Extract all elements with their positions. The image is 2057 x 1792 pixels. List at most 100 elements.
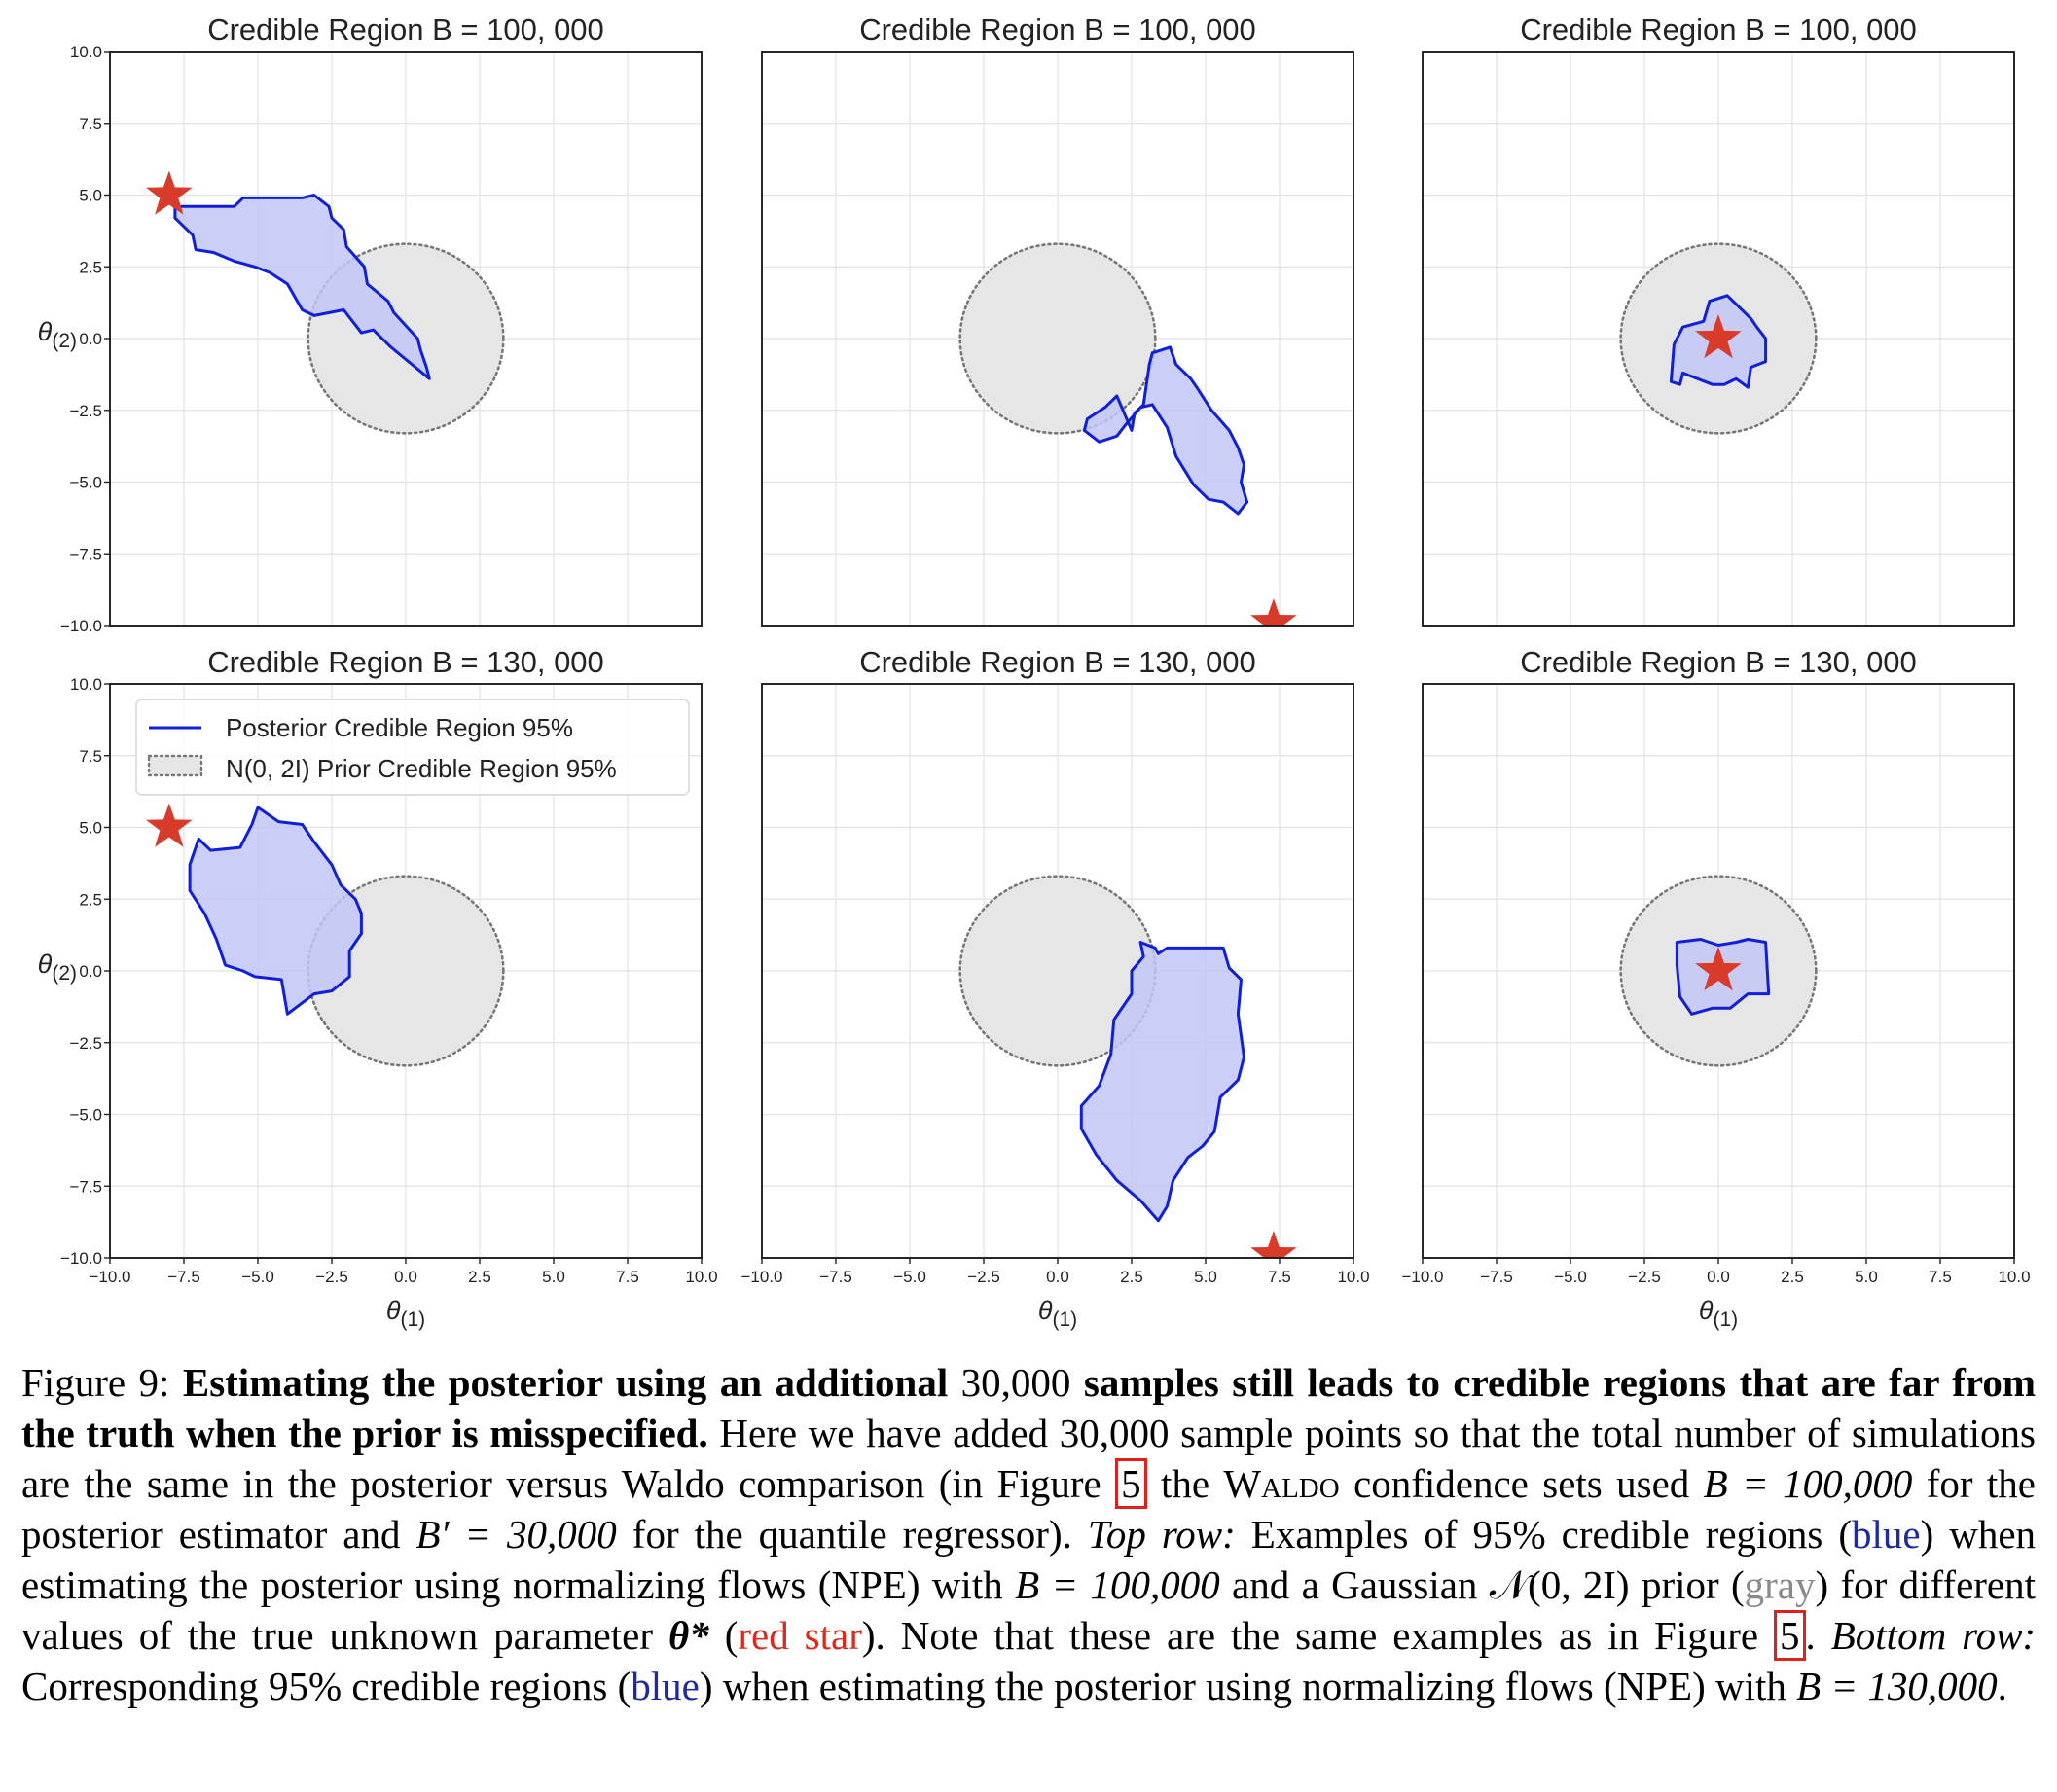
y-tick-label: −7.5 — [69, 545, 102, 563]
x-tick-label: 10.0 — [1998, 1268, 2030, 1286]
y-tick-label: 5.0 — [79, 819, 102, 838]
caption-text-11: ( — [724, 1613, 739, 1658]
caption-blue-1: blue — [1852, 1512, 1921, 1557]
x-axis-label: θ(1) — [1699, 1296, 1738, 1331]
x-tick-label: 7.5 — [1929, 1268, 1952, 1286]
caption-text-14: Corresponding 95% credible regions ( — [21, 1664, 632, 1708]
caption-bold-2: samples still leads to credible regions … — [21, 1360, 2037, 1455]
x-tick-label: 5.0 — [1194, 1268, 1217, 1286]
panel-title: Credible Region B = 100, 000 — [859, 13, 1256, 47]
caption-bprime-eq: B′ = 30,000 — [415, 1512, 617, 1557]
y-tick-label: 10.0 — [70, 675, 102, 694]
x-tick-label: 2.5 — [1120, 1268, 1143, 1286]
caption-text-3: confidence sets used — [1353, 1461, 1690, 1506]
x-axis-label: θ(1) — [1038, 1296, 1077, 1331]
y-tick-label: 7.5 — [79, 115, 102, 133]
caption-num-1: 30,000 — [960, 1360, 1071, 1405]
caption-bottom-row: Bottom row: — [1830, 1613, 2037, 1658]
legend-prior-label: N(0, 2I) Prior Credible Region 95% — [226, 754, 617, 783]
true-parameter-star — [146, 170, 193, 215]
x-tick-label: 0.0 — [1046, 1268, 1069, 1286]
x-tick-label: −2.5 — [967, 1268, 1000, 1286]
y-tick-label: 2.5 — [79, 890, 102, 909]
y-tick-label: −5.0 — [69, 1106, 102, 1125]
x-tick-label: −2.5 — [315, 1268, 348, 1286]
panel-title: Credible Region B = 130, 000 — [1520, 645, 1917, 679]
x-tick-label: 5.0 — [1855, 1268, 1878, 1286]
caption-text-1: Here we have added 30,000 sample points … — [21, 1411, 2037, 1506]
y-tick-label: −2.5 — [69, 402, 102, 420]
caption-text-6: Examples of 95% credible regions ( — [1250, 1512, 1853, 1557]
x-tick-label: 7.5 — [1268, 1268, 1291, 1286]
caption-bold-1: Estimating the posterior using an additi… — [182, 1360, 949, 1405]
posterior-credible-region — [173, 194, 431, 380]
plot-frame — [1422, 51, 2015, 627]
caption-text-4: for the posterior estimator and — [21, 1461, 2036, 1557]
caption-b-eq-3: B = 130,000 — [1796, 1664, 1998, 1708]
x-tick-label: 10.0 — [685, 1268, 717, 1286]
x-tick-label: 2.5 — [1781, 1268, 1804, 1286]
figure-ref-link-1[interactable]: 5 — [1115, 1458, 1147, 1509]
caption-text-10: ) for different values of the true unkno… — [21, 1562, 2037, 1658]
x-tick-label: 5.0 — [542, 1268, 565, 1286]
caption-text-12: ). Note that these are the same examples… — [861, 1613, 1759, 1658]
prior-credible-region — [958, 242, 1157, 435]
caption-waldo: Waldo — [1223, 1461, 1340, 1506]
figure-label: Figure 9: — [21, 1360, 170, 1405]
caption-normal: 𝒩(0, 2I) — [1489, 1562, 1630, 1607]
caption-theta-star: θ* — [668, 1613, 709, 1658]
y-axis-label: θ(2) — [38, 317, 77, 352]
x-tick-label: 7.5 — [616, 1268, 639, 1286]
legend: Posterior Credible Region 95% N(0, 2I) Pr… — [135, 699, 690, 796]
caption-text-9: prior ( — [1641, 1562, 1745, 1607]
y-axis-label: θ(2) — [38, 950, 77, 985]
caption-red-star: red star — [738, 1613, 862, 1658]
true-parameter-star — [1250, 1231, 1297, 1258]
caption-top-row: Top row: — [1087, 1512, 1236, 1557]
legend-prior-swatch — [147, 754, 203, 777]
true-parameter-star — [1695, 947, 1742, 991]
x-tick-label: 0.0 — [394, 1268, 417, 1286]
x-tick-label: −10.0 — [740, 1268, 782, 1286]
posterior-credible-region — [1079, 941, 1245, 1223]
figure-ref-link-2[interactable]: 5 — [1774, 1610, 1806, 1661]
x-tick-label: −10.0 — [1401, 1268, 1443, 1286]
x-tick-label: −5.0 — [1554, 1268, 1587, 1286]
panel-3: Credible Region B = 100, 000 — [1422, 13, 2015, 627]
y-tick-label: 5.0 — [79, 187, 102, 205]
panel-2: Credible Region B = 100, 000 — [761, 13, 1354, 627]
caption-text-7: ) when estimating the posterior using no… — [21, 1512, 2037, 1607]
y-tick-label: −7.5 — [69, 1177, 102, 1196]
panel-4: Credible Region B = 130, 000 −10.0 −7.5 −5.… — [38, 645, 718, 1331]
legend-posterior-label: Posterior Credible Region 95% — [226, 713, 573, 742]
y-tick-label: −5.0 — [69, 474, 102, 492]
x-tick-label: −10.0 — [89, 1268, 130, 1286]
y-tick-label: 7.5 — [79, 747, 102, 766]
posterior-credible-region — [1082, 345, 1249, 516]
caption-blue-2: blue — [631, 1664, 700, 1708]
figure-panels: Credible Region B = 100, 000 −10.0 −7.5 −5.… — [38, 13, 2031, 1331]
panel-title: Credible Region B = 130, 000 — [207, 645, 604, 679]
y-tick-label: 0.0 — [79, 330, 102, 348]
figure-caption: Figure 9: Estimating the posterior using… — [21, 1357, 2036, 1711]
caption-b-eq-2: B = 100,000 — [1015, 1562, 1220, 1607]
caption-text-8: and a Gaussian — [1232, 1562, 1478, 1607]
panel-1: Credible Region B = 100, 000 −10.0 −7.5 −5.… — [38, 13, 703, 635]
y-tick-label: −2.5 — [69, 1034, 102, 1053]
x-tick-label: −5.0 — [241, 1268, 274, 1286]
caption-text-16: . — [1997, 1664, 2007, 1708]
y-tick-label: 10.0 — [70, 43, 102, 61]
y-tick-label: 2.5 — [79, 258, 102, 276]
panel-title: Credible Region B = 100, 000 — [1520, 13, 1917, 47]
x-tick-label: 2.5 — [468, 1268, 491, 1286]
y-tick-label: 0.0 — [79, 962, 102, 981]
caption-text-15: ) when estimating the posterior using no… — [699, 1664, 1786, 1708]
x-tick-label: −7.5 — [1480, 1268, 1513, 1286]
caption-gray: gray — [1744, 1562, 1816, 1607]
x-tick-label: −7.5 — [819, 1268, 852, 1286]
plot-frame — [761, 51, 1354, 627]
true-parameter-star — [1695, 314, 1742, 359]
caption-b-eq-1: B = 100,000 — [1703, 1461, 1913, 1506]
caption-text-2: the — [1160, 1461, 1210, 1506]
true-parameter-star — [1250, 598, 1297, 626]
